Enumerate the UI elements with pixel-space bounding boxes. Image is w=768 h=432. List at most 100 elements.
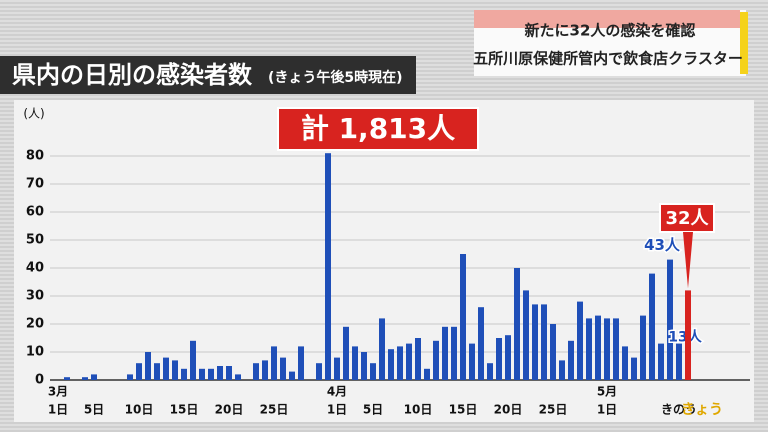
caption-edge [740,12,748,74]
bar [190,340,196,380]
caption-stripe [474,10,740,28]
bar [352,346,358,380]
bar [316,363,322,380]
bar [505,335,511,380]
bar [577,301,583,380]
x-tick-label: 25日 [260,403,289,417]
bar [226,366,232,380]
x-tick-label: 15日 [170,403,199,417]
bar [640,315,646,380]
bar [595,315,601,380]
bar [163,357,169,380]
bar [451,326,457,380]
total-box [277,107,479,151]
x-tick-label: 10日 [404,403,433,417]
chart-title: 県内の日別の感染者数 [12,61,253,89]
title-banner [0,56,416,94]
x-month-label: 5月 [597,385,617,399]
x-tick-label: 20日 [215,403,244,417]
x-tick-label: 1日 [327,403,347,417]
bar [487,363,493,380]
y-tick-label: 0 [35,373,44,388]
bar [631,357,637,380]
bar [676,343,682,380]
x-tick-label: 1日 [597,403,617,417]
bar [406,343,412,380]
bar [271,346,277,380]
x-tick-label: きょう [681,402,723,418]
bar [91,374,97,380]
bar [568,340,574,380]
bar [379,318,385,380]
bar [658,343,664,380]
bar [370,363,376,380]
x-tick-label: 25日 [539,403,568,417]
callout-pointer [683,232,693,289]
y-tick-label: 40 [26,261,44,276]
bar [604,318,610,380]
bar [361,352,367,380]
x-tick-label: 15日 [449,403,478,417]
caption-line: 新たに32人の感染を確認 [525,22,696,40]
bar [334,357,340,380]
bar [586,318,592,380]
bar [685,290,691,380]
chart-subtitle: (きょう午後5時現在) [268,69,403,86]
bar [127,374,133,380]
y-tick-label: 50 [26,233,44,248]
bar [433,340,439,380]
bar [388,349,394,380]
bar [82,377,88,380]
x-month-label: 3月 [48,385,68,399]
x-month-label: 4月 [327,385,347,399]
y-tick-label: 30 [26,289,44,304]
x-tick-label: きのう [661,403,697,417]
bar [667,259,673,380]
y-unit: (人) [23,107,44,121]
bar [343,326,349,380]
bar [613,318,619,380]
callout-box [659,203,715,233]
bar [154,363,160,380]
bar [622,346,628,380]
bar [550,324,556,380]
bar [235,374,241,380]
y-tick-label: 10 [26,345,44,360]
x-tick-label: 5日 [363,403,383,417]
x-tick-label: 5日 [84,403,104,417]
bar [325,153,331,380]
y-tick-label: 80 [26,149,44,164]
x-tick-label: 1日 [48,403,68,417]
value-label: 43人 [644,236,681,254]
bar [145,352,151,380]
bar [523,290,529,380]
bar [298,346,304,380]
bar [397,346,403,380]
bar [469,343,475,380]
bar [64,377,70,380]
x-tick-label: 10日 [125,403,154,417]
bar [217,366,223,380]
bar [181,368,187,380]
bar [442,326,448,380]
bar [559,360,565,380]
bar [541,304,547,380]
y-tick-label: 60 [26,205,44,220]
x-tick-label: 20日 [494,403,523,417]
value-label: 32人 [665,208,709,229]
y-tick-label: 70 [26,177,44,192]
bar [289,371,295,380]
bar [460,254,466,380]
bar [532,304,538,380]
bar [514,268,520,380]
bar [496,338,502,380]
bar [478,307,484,380]
total-label: 計 1,813人 [301,112,455,145]
bar [172,360,178,380]
bar [136,363,142,380]
bar [424,368,430,380]
bar [208,368,214,380]
bar [199,368,205,380]
bar [415,338,421,380]
